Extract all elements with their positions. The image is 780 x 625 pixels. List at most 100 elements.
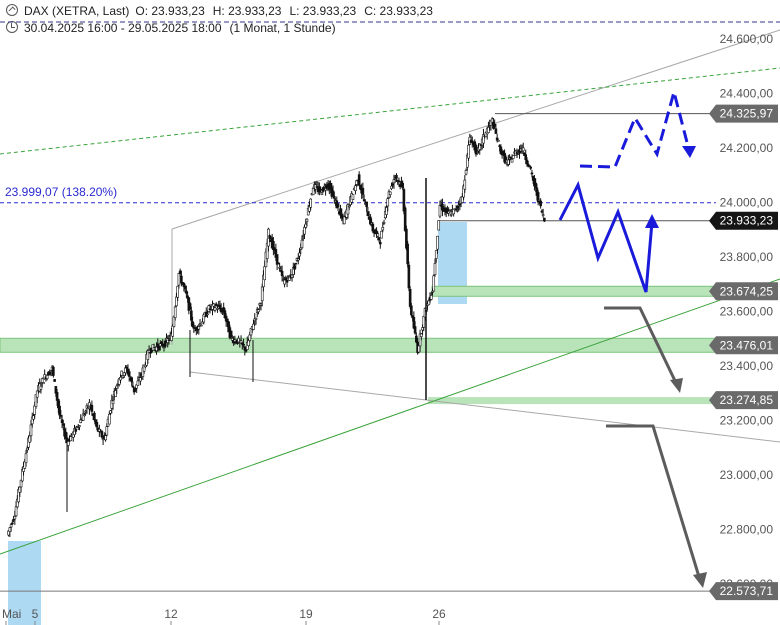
price-label: 23.274,85 (720, 393, 774, 407)
candle-body (493, 124, 496, 127)
lines-layer: 23.999,07 (138.20%) (0, 21, 780, 592)
candle-body (83, 414, 86, 417)
candle-body (84, 410, 87, 413)
candle-body (252, 323, 255, 330)
candle-body (422, 315, 426, 328)
candle-body (9, 524, 13, 528)
candle-body (257, 309, 260, 313)
candle-body (319, 188, 322, 191)
x-tick-label: 5 (32, 607, 39, 621)
candle-body (247, 339, 250, 346)
y-tick-label: 23.000,00 (720, 468, 774, 482)
candle-body (198, 323, 202, 326)
y-tick-label: 24.000,00 (720, 196, 774, 210)
candle-body (172, 316, 176, 327)
candle-body (233, 339, 237, 342)
candle-body (467, 144, 470, 159)
candle-body (290, 274, 294, 278)
candle-body (104, 435, 107, 441)
candle-body (190, 310, 193, 321)
forecast-layer (558, 86, 707, 588)
candle-body (420, 333, 423, 337)
candle-body (160, 341, 163, 344)
candle-body (381, 227, 385, 231)
price-label-box (709, 336, 778, 355)
candle-body (534, 182, 537, 188)
candle-body (510, 158, 514, 163)
x-tick-label: 12 (164, 607, 178, 621)
candle-body (171, 325, 175, 337)
chart-header-ohlc: DAX (XETRA, Last) O: 23.933,23 H: 23.933,2… (6, 4, 441, 18)
candle-body (111, 400, 115, 405)
candle-body (315, 186, 319, 188)
candle-body (429, 295, 433, 300)
candle-body (95, 421, 99, 428)
candle-body (437, 220, 441, 231)
candle-body (529, 166, 533, 169)
candle-body (66, 441, 70, 446)
candle-body (359, 185, 362, 190)
candle-body (259, 303, 263, 306)
candle-body (406, 243, 409, 265)
fib-label: 23.999,07 (138.20%) (5, 185, 117, 199)
candle-body (340, 213, 344, 219)
candle-body (543, 217, 546, 222)
candle-body (29, 424, 33, 437)
candle-body (458, 203, 462, 206)
candle-body (378, 241, 382, 245)
candle-body (382, 222, 386, 224)
y-tick-label: 23.800,00 (720, 250, 774, 264)
candle-body (24, 453, 28, 464)
candle-body (438, 205, 442, 217)
candle-body (108, 413, 111, 425)
candle-body (294, 262, 298, 265)
candle-body (105, 426, 109, 436)
candle-body (33, 405, 37, 415)
candle-body (303, 226, 306, 235)
candle-body (301, 235, 305, 237)
candle-body (436, 235, 439, 250)
candle-body (285, 279, 289, 283)
forecast-arrowhead (670, 378, 683, 393)
candle-body (130, 377, 133, 383)
high-value: H: 23.933,23 (212, 4, 282, 18)
candle-body (299, 247, 303, 250)
y-tick-label: 23.600,00 (720, 305, 774, 319)
candle-body (109, 410, 112, 414)
candles-layer (7, 117, 546, 537)
close-value: C: 23.933,23 (364, 4, 433, 18)
y-tick-label: 23.200,00 (720, 414, 774, 428)
open-value: O: 23.933,23 (135, 4, 205, 18)
candle-body (427, 300, 431, 306)
candle-body (370, 222, 373, 225)
candle-body (403, 207, 407, 231)
candle-body (324, 188, 327, 191)
forecast-path-dashed (579, 86, 691, 169)
x-tick-label: Mai (2, 607, 21, 621)
candle-body (410, 305, 413, 316)
price-label: 23.476,01 (720, 338, 774, 352)
candle-body (74, 428, 78, 432)
candle-body (375, 230, 378, 235)
collapse-chevron-icon[interactable] (6, 4, 18, 16)
candle-body (69, 436, 73, 442)
forecast-arrowhead (645, 214, 659, 228)
candle-body (49, 370, 53, 372)
candle-body (509, 157, 513, 159)
channel-upper-line (171, 29, 780, 230)
candle-body (377, 237, 381, 241)
candle-body (366, 211, 370, 217)
candle-body (431, 290, 434, 293)
candle-body (448, 210, 452, 213)
candle-body (391, 183, 395, 186)
candle-body (390, 185, 393, 189)
candle-body (90, 404, 94, 412)
candle-body (231, 338, 234, 341)
candle-body (191, 321, 194, 328)
y-tick-label: 24.600,00 (720, 32, 774, 46)
candle-body (248, 334, 252, 342)
candle-body (127, 371, 131, 377)
candle-body (494, 128, 498, 134)
chart-header-range: 30.04.2025 16:00 - 29.05.2025 18:00 (1 Mo… (6, 21, 336, 35)
